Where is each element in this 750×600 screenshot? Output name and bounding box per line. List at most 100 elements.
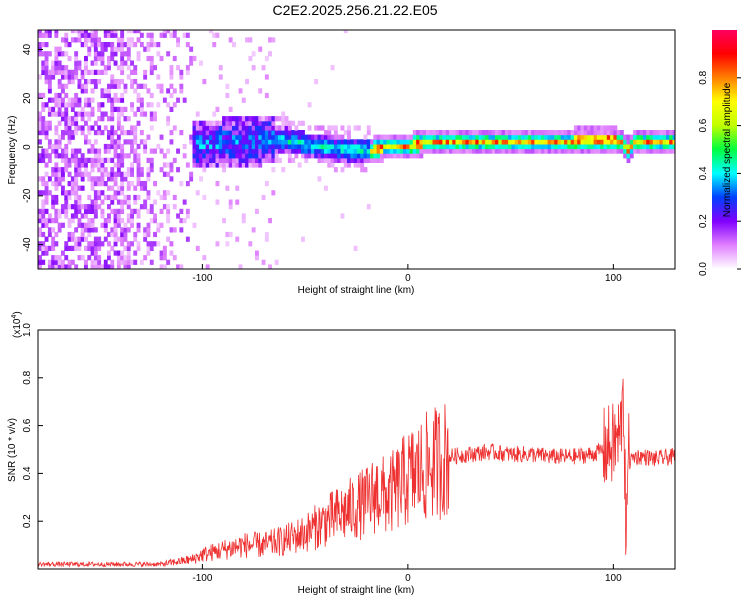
spectrogram-cell: [333, 125, 338, 131]
spectrogram-cell: [57, 153, 62, 159]
spectrogram-cell: [297, 134, 302, 140]
spectrogram-cell: [84, 83, 88, 89]
spectrogram-cell: [136, 37, 141, 43]
spectrogram-cell: [57, 92, 62, 99]
spectrogram-cell: [656, 134, 660, 140]
spectrogram-cell: [51, 264, 56, 269]
spectrogram-cell: [475, 139, 480, 145]
spectrogram-cell: [41, 250, 46, 256]
spectrogram-cell: [314, 125, 319, 131]
spectrogram-cell: [222, 148, 226, 154]
spectrogram-cell: [409, 134, 414, 140]
spectrogram-cell: [314, 153, 319, 159]
spectrogram-cell: [642, 139, 647, 145]
spectrogram-cell: [44, 51, 49, 57]
spectrogram-cell: [613, 125, 618, 131]
spectrogram-cell: [330, 143, 335, 150]
spectrogram-cell: [340, 157, 345, 163]
spectrogram-cell: [126, 181, 131, 187]
spectrogram-cell: [107, 264, 111, 269]
spectrogram-cell: [222, 218, 226, 224]
spectrogram-cell: [182, 153, 187, 159]
spectrogram-cell: [261, 125, 266, 131]
spectrogram-cell: [419, 139, 424, 145]
spectrogram-cell: [314, 139, 319, 145]
spectrogram-cell: [337, 148, 342, 154]
spectrogram-cell: [619, 134, 624, 140]
spectrogram-cell: [120, 79, 125, 85]
spectrogram-cell: [100, 88, 105, 94]
spectrogram-cell: [297, 139, 302, 145]
spectrogram-cell: [149, 116, 154, 122]
spectrogram-cell: [577, 134, 582, 140]
spectrogram-cell: [212, 153, 217, 159]
spectrogram-cell: [113, 79, 118, 85]
spectrogram-cell: [143, 139, 148, 145]
spectrogram-cell: [613, 130, 618, 136]
spectrogram-cell: [116, 106, 121, 112]
spectrogram-cell: [120, 42, 125, 48]
spectrogram-cell: [195, 157, 200, 163]
spectrogram-cell: [67, 181, 72, 187]
spectrogram-cell: [93, 157, 98, 163]
spectrogram-cell: [195, 190, 200, 196]
spectrogram-cell: [353, 125, 358, 131]
spectrogram-y-tick-label: -40: [22, 237, 33, 252]
spectrogram-cell: [51, 74, 56, 80]
spectrogram-cell: [205, 148, 210, 154]
spectrogram-cell: [472, 130, 476, 136]
spectrogram-cell: [629, 153, 634, 159]
spectrogram-cell: [189, 139, 194, 145]
spectrogram-cell: [116, 125, 121, 131]
spectrogram-cell: [113, 130, 118, 136]
spectrogram-cell: [44, 102, 49, 108]
spectrogram-cell: [232, 130, 236, 136]
spectrogram-cell: [297, 148, 302, 154]
spectrogram-cell: [159, 83, 164, 89]
spectrogram-cell: [113, 250, 118, 256]
spectrogram-cell: [488, 134, 493, 140]
spectrogram-cell: [93, 250, 98, 256]
spectrogram-cell: [93, 194, 98, 201]
spectrogram-cell: [93, 241, 98, 247]
spectrogram-cell: [149, 65, 154, 71]
spectrogram-cell: [44, 134, 49, 140]
spectrogram-cell: [84, 37, 88, 43]
spectrogram-cell: [64, 125, 69, 131]
spectrogram-cell: [47, 69, 52, 75]
spectrogram-cell: [393, 134, 397, 140]
spectrogram-cell: [370, 139, 374, 145]
spectrogram-cell: [373, 134, 378, 140]
spectrogram-cell: [54, 181, 59, 187]
spectrogram-cell: [47, 32, 52, 38]
spectrogram-cell: [580, 139, 585, 145]
spectrogram-cell: [228, 204, 233, 210]
spectrogram-cell: [113, 32, 118, 38]
spectrogram-cell: [659, 130, 664, 136]
spectrogram-cell: [268, 148, 272, 154]
spectrogram-cell: [123, 88, 128, 94]
spectrogram-cell: [189, 171, 194, 177]
spectrogram-cell: [343, 148, 348, 154]
spectrogram-cell: [205, 139, 210, 145]
spectrogram-cell: [606, 130, 611, 136]
spectrogram-cell: [218, 120, 223, 126]
spectrogram-cell: [44, 185, 49, 191]
spectrogram-cell: [225, 241, 230, 247]
spectrogram-cell: [278, 139, 282, 145]
spectrogram-cell: [649, 143, 654, 150]
spectrogram-cell: [126, 241, 131, 247]
spectrogram-cell: [274, 125, 279, 131]
spectrogram-cell: [264, 181, 269, 187]
spectrogram-cell: [100, 55, 105, 62]
spectrogram-cell: [232, 162, 236, 168]
spectrogram-cell: [284, 134, 289, 140]
spectrogram-cell: [159, 55, 164, 62]
spectrogram-cell: [70, 190, 75, 196]
spectrogram-cell: [64, 69, 69, 75]
spectrogram-cell: [113, 213, 118, 219]
spectrogram-cell: [54, 218, 59, 224]
spectrogram-cell: [294, 130, 299, 136]
spectrogram-cell: [278, 148, 282, 154]
spectrogram-cell: [264, 74, 269, 80]
